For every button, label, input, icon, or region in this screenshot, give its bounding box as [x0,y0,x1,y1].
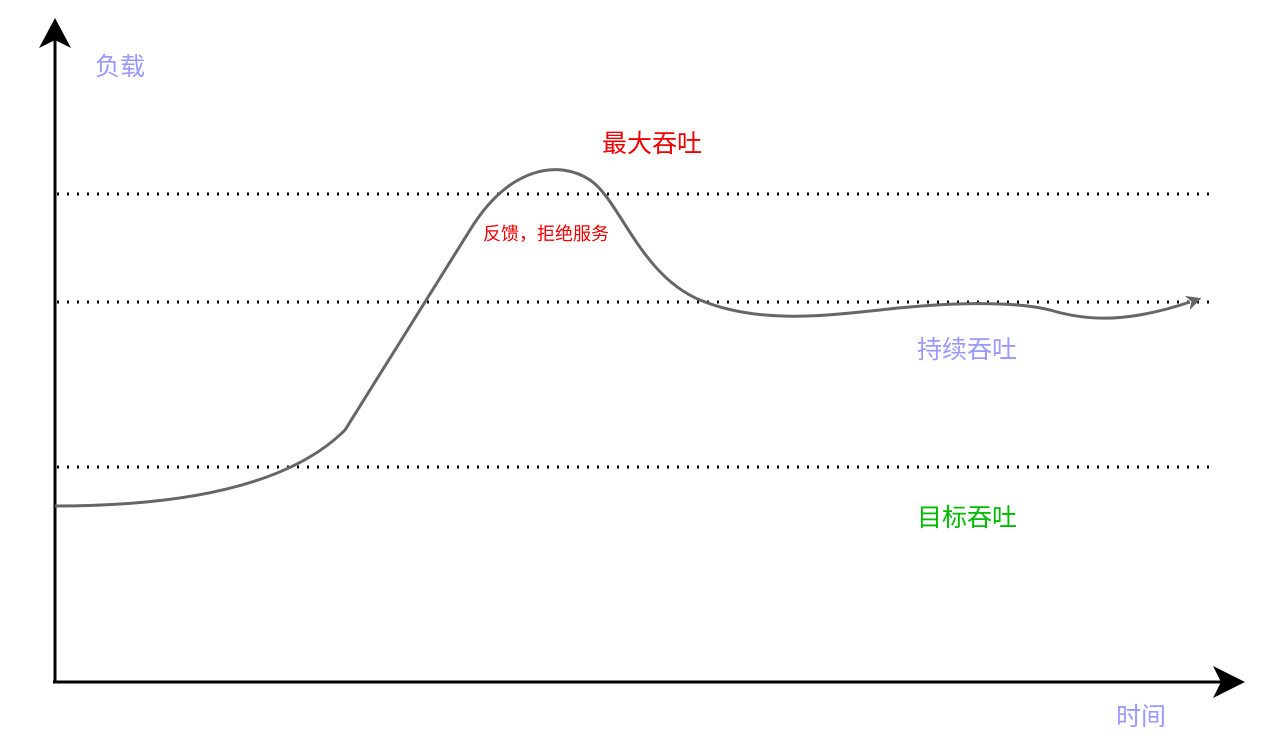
sustained-label: 持续吞吐 [917,335,1017,364]
x-axis-label: 时间 [1116,702,1166,731]
x-axis-arrow [1213,666,1245,698]
y-axis-arrow [39,18,71,48]
level-lines [57,192,1210,469]
load-curve [54,168,1202,508]
target-label: 目标吞吐 [917,503,1017,532]
y-axis-label: 负载 [95,52,145,81]
annotation: 反馈，拒绝服务 [483,224,609,245]
max-label: 最大吞吐 [602,129,702,158]
